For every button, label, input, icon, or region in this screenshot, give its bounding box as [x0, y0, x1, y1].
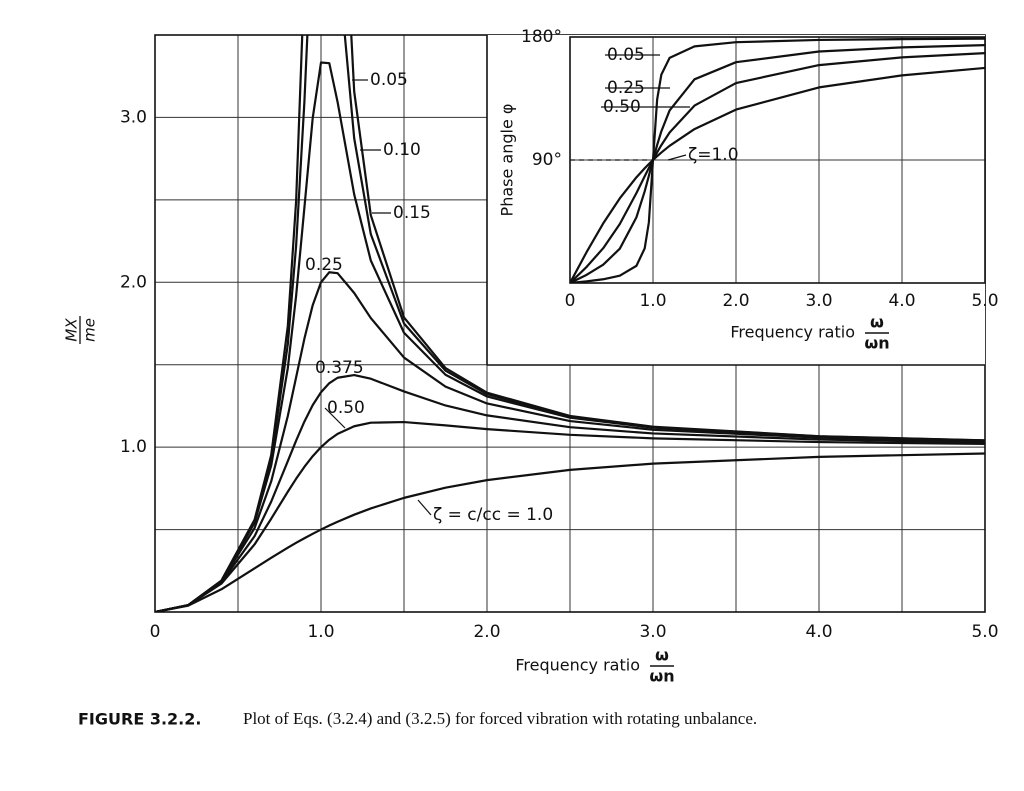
x-axis-label-denominator: ωn [649, 667, 674, 686]
y-tick-label: 3.0 [120, 107, 147, 127]
x-tick-label: 5.0 [971, 291, 998, 311]
curves [570, 37, 985, 283]
curves [155, 35, 985, 612]
y-axis-label-numerator: MX [63, 318, 81, 342]
x-tick-label: 3.0 [805, 291, 832, 311]
x-tick-label: 4.0 [805, 622, 832, 642]
curve-label: 0.15 [393, 203, 431, 223]
y-axis-label: MX me [63, 316, 99, 344]
curve [155, 420, 985, 612]
x-tick-label: 3.0 [639, 622, 666, 642]
x-tick-label: 2.0 [473, 622, 500, 642]
x-axis-label: Frequency ratio [730, 323, 855, 342]
curve-label: 0.25 [607, 78, 645, 98]
figure-label: FIGURE 3.2.2. [78, 710, 201, 729]
y-tick-label: 1.0 [120, 437, 147, 457]
curve-label: ζ = c/cc = 1.0 [433, 505, 553, 525]
curve-label: ζ=1.0 [688, 145, 739, 165]
curve-label: 0.375 [315, 358, 364, 378]
curve [570, 37, 985, 283]
curve-label: 0.25 [305, 255, 343, 275]
x-axis-label: Frequency ratio [515, 656, 640, 675]
leader-line [667, 154, 687, 161]
y-axis-label: Phase angle φ [498, 104, 517, 217]
curve [155, 61, 985, 612]
x-tick-label: 1.0 [307, 622, 334, 642]
curve-label: 0.50 [327, 398, 365, 418]
x-tick-label: 0 [150, 622, 161, 642]
curve [155, 452, 985, 612]
x-tick-label: 2.0 [722, 291, 749, 311]
leader-line [324, 407, 346, 429]
curve [570, 51, 985, 283]
x-tick-label: 1.0 [639, 291, 666, 311]
y-tick-label: 90° [532, 150, 562, 170]
curve-label: 0.10 [383, 140, 421, 160]
y-axis-label-denominator: me [81, 318, 99, 342]
y-tick-label: 2.0 [120, 272, 147, 292]
curve [155, 374, 985, 612]
curve-label: 0.05 [370, 70, 408, 90]
x-tick-label: 4.0 [888, 291, 915, 311]
curve-label: 0.05 [607, 45, 645, 65]
x-axis-label-denominator: ωn [864, 334, 889, 353]
curve [570, 44, 985, 283]
figure-caption: Plot of Eqs. (3.2.4) and (3.2.5) for for… [243, 709, 757, 728]
inset-chart: 0 1.0 2.0 3.0 4.0 5.0 90° 180° 0.05 0.250.50 ζ=1.0… [486, 27, 999, 366]
curve-label: 0.50 [603, 97, 641, 117]
x-tick-label: 5.0 [971, 622, 998, 642]
leader-line [417, 499, 432, 516]
curve [155, 271, 985, 612]
y-tick-label: 180° [521, 27, 562, 47]
x-axis-label-numerator: ω [870, 313, 884, 332]
y-axis-label-text: Phase angle φ [498, 104, 517, 217]
x-tick-label: 0 [565, 291, 576, 311]
curve [570, 66, 985, 283]
x-axis-label-numerator: ω [655, 646, 669, 665]
